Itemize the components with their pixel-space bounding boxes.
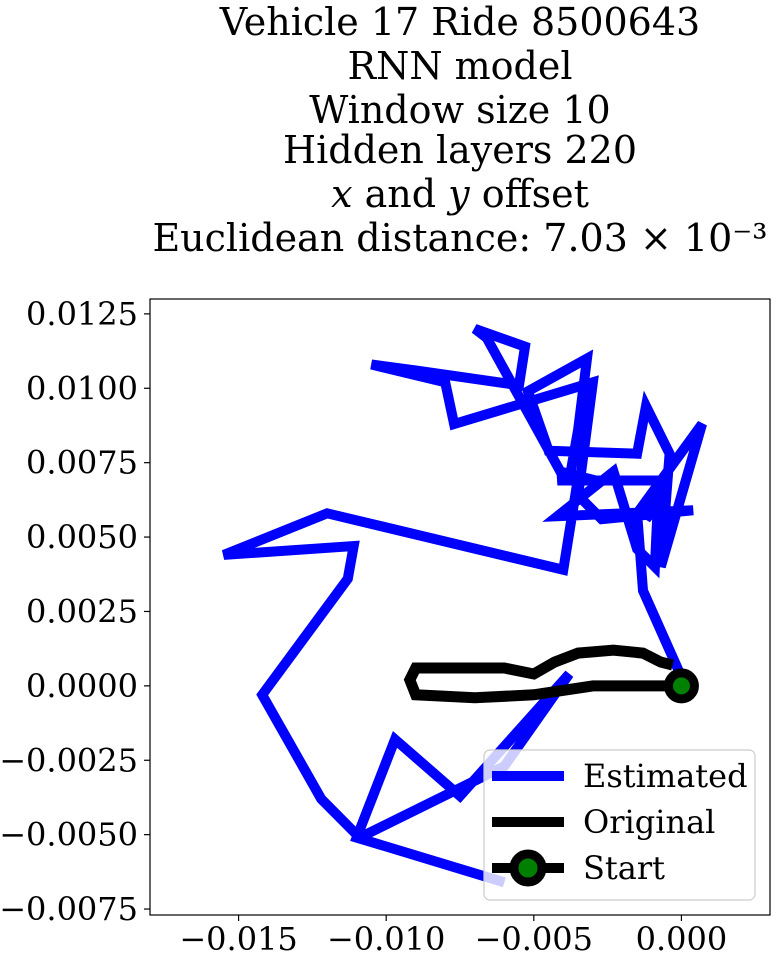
y-tick-label: −0.0025 <box>0 741 138 779</box>
title-line-5: 𝑥 and 𝑦 offset <box>331 172 589 216</box>
series-line-original <box>410 650 682 698</box>
chart-title: Vehicle 17 Ride 8500643 RNN model Window… <box>152 0 767 260</box>
start-point-marker <box>668 673 694 699</box>
title-line-6: Euclidean distance: 7.03 × 10⁻³ <box>152 216 767 260</box>
x-tick-label: −0.010 <box>327 920 445 958</box>
y-tick-label: 0.0100 <box>26 369 138 407</box>
legend-original-label: Original <box>583 803 715 841</box>
x-tick-label: −0.005 <box>475 920 593 958</box>
title-line-1: Vehicle 17 Ride 8500643 <box>219 0 700 44</box>
title-line-2: RNN model <box>347 44 572 88</box>
legend: Estimated Original Start <box>484 750 755 900</box>
title-line-3: Window size 10 <box>309 88 610 132</box>
y-tick-label: 0.0125 <box>26 295 138 333</box>
legend-start-marker <box>514 854 542 882</box>
y-tick-label: 0.0000 <box>26 667 138 705</box>
y-axis: 0.0125 0.0100 0.0075 0.0050 0.0025 0.0000 −0.0… <box>0 295 150 928</box>
title-line-4: Hidden layers 220 <box>283 128 637 172</box>
legend-start-label: Start <box>583 849 665 887</box>
y-tick-label: −0.0075 <box>0 890 138 928</box>
y-tick-label: 0.0025 <box>26 592 138 630</box>
x-tick-label: 0.000 <box>636 920 728 958</box>
y-tick-label: 0.0050 <box>26 518 138 556</box>
y-tick-label: −0.0050 <box>0 816 138 854</box>
x-axis: −0.015 −0.010 −0.005 0.000 <box>179 915 727 958</box>
y-tick-label: 0.0075 <box>26 444 138 482</box>
legend-estimated-label: Estimated <box>583 757 748 795</box>
x-tick-label: −0.015 <box>179 920 297 958</box>
